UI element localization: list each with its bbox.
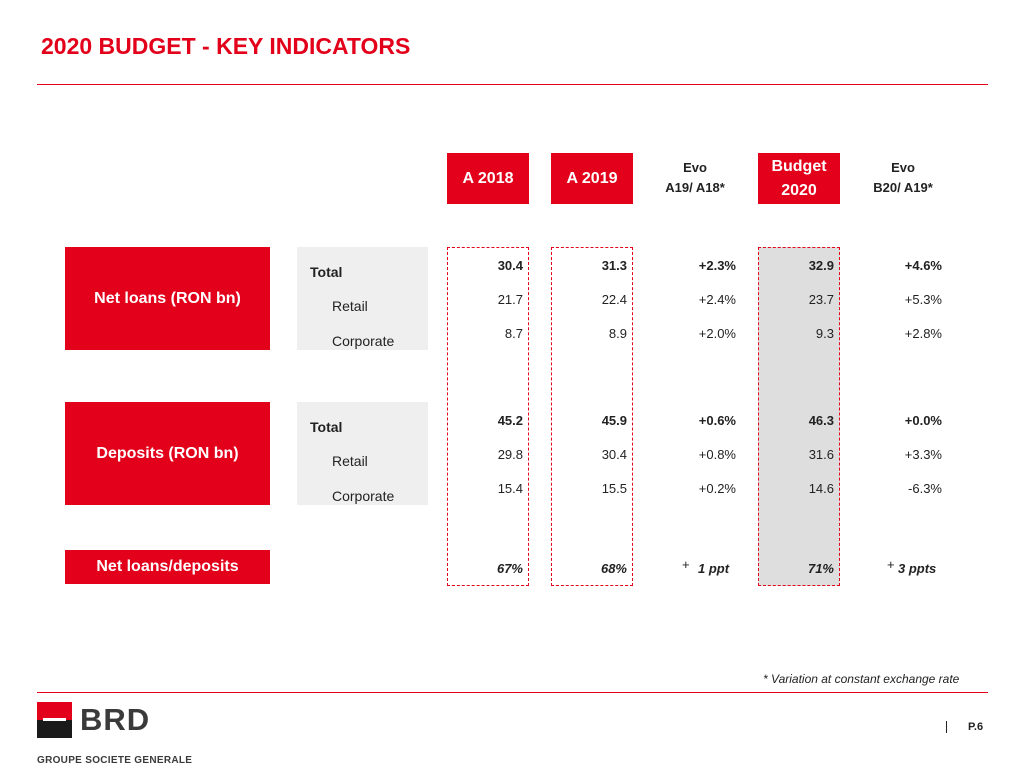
header-budget-line1: Budget	[771, 157, 827, 175]
cell-value: 45.2	[497, 413, 523, 428]
cell-value: 30.4	[497, 258, 523, 273]
cell-value: 29.8	[497, 447, 523, 462]
column-box-a2019	[551, 247, 633, 586]
cell-value: 45.9	[601, 413, 627, 428]
header-evo1-line2: A19/ A18*	[665, 180, 725, 195]
ratio-a2018: 67%	[496, 561, 523, 576]
cell-value: 31.3	[601, 258, 627, 273]
logo-tagline: GROUPE SOCIETE GENERALE	[37, 755, 193, 766]
net-loans-rows-bg	[297, 247, 428, 350]
brd-logo-text: BRD	[80, 702, 151, 737]
header-a2018: A 2018	[447, 153, 529, 204]
header-evo2-line2: B20/ A19*	[873, 180, 933, 195]
deposits-row-label: Retail	[332, 453, 368, 469]
header-budget-2020: Budget 2020	[758, 153, 840, 204]
section-label-net-loans: Net loans (RON bn)	[65, 247, 270, 350]
header-a2019: A 2019	[551, 153, 633, 204]
deposits-rows-bg	[297, 402, 428, 505]
cell-value: +0.2%	[698, 481, 736, 496]
cell-value: +5.3%	[904, 292, 942, 307]
cell-value: +2.0%	[698, 326, 736, 341]
footer-divider	[37, 692, 988, 693]
brd-logo-mark	[37, 702, 72, 738]
page-separator	[946, 721, 947, 733]
cell-value: 22.4	[601, 292, 627, 307]
deposits-row-label: Total	[310, 419, 343, 435]
cell-value: 32.9	[808, 258, 834, 273]
header-evo-a19-a18: Evo A19/ A18*	[650, 158, 740, 198]
section-label-net-loans-deposits: Net loans/deposits	[65, 550, 270, 584]
cell-value: +2.8%	[904, 326, 942, 341]
net-loans-row-label: Total	[310, 264, 343, 280]
ratio-a2019: 68%	[600, 561, 627, 576]
ratio-evo2-sign: +	[887, 557, 895, 572]
cell-value: 8.9	[608, 326, 627, 341]
ratio-evo1-sign: +	[682, 557, 690, 572]
column-box-budget	[758, 247, 840, 586]
deposits-row-label: Corporate	[332, 488, 395, 504]
cell-value: +0.0%	[904, 413, 942, 428]
logo-white-bar	[43, 718, 66, 721]
cell-value: 15.5	[601, 481, 627, 496]
cell-value: +0.8%	[698, 447, 736, 462]
cell-value: +3.3%	[904, 447, 942, 462]
net-loans-row-label: Retail	[332, 298, 368, 314]
ratio-budget: 71%	[807, 561, 834, 576]
ratio-evo2: 3 ppts	[898, 561, 937, 576]
footnote: * Variation at constant exchange rate	[763, 672, 960, 686]
cell-value: +0.6%	[698, 413, 736, 428]
net-loans-row-label: Corporate	[332, 333, 395, 349]
cell-value: 30.4	[601, 447, 627, 462]
cell-value: 9.3	[815, 326, 834, 341]
cell-value: 8.7	[504, 326, 523, 341]
header-evo1-line1: Evo	[683, 160, 707, 175]
logo-black-block	[37, 720, 72, 738]
cell-value: -6.3%	[908, 481, 942, 496]
page-number: P.6	[968, 721, 984, 733]
header-evo-b20-a19: Evo B20/ A19*	[858, 158, 948, 198]
cell-value: 15.4	[497, 481, 523, 496]
page-title: 2020 BUDGET - KEY INDICATORS	[41, 33, 411, 59]
header-budget-line2: 2020	[781, 181, 817, 199]
title-divider	[37, 84, 988, 85]
cell-value: 21.7	[497, 292, 523, 307]
logo-red-block	[37, 702, 72, 720]
cell-value: 23.7	[808, 292, 834, 307]
cell-value: +2.3%	[698, 258, 736, 273]
cell-value: +2.4%	[698, 292, 736, 307]
section-label-deposits: Deposits (RON bn)	[65, 402, 270, 505]
header-evo2-line1: Evo	[891, 160, 915, 175]
cell-value: 46.3	[808, 413, 834, 428]
column-box-a2018	[447, 247, 529, 586]
cell-value: 14.6	[808, 481, 834, 496]
cell-value: 31.6	[808, 447, 834, 462]
ratio-evo1: 1 ppt	[698, 561, 730, 576]
cell-value: +4.6%	[904, 258, 942, 273]
